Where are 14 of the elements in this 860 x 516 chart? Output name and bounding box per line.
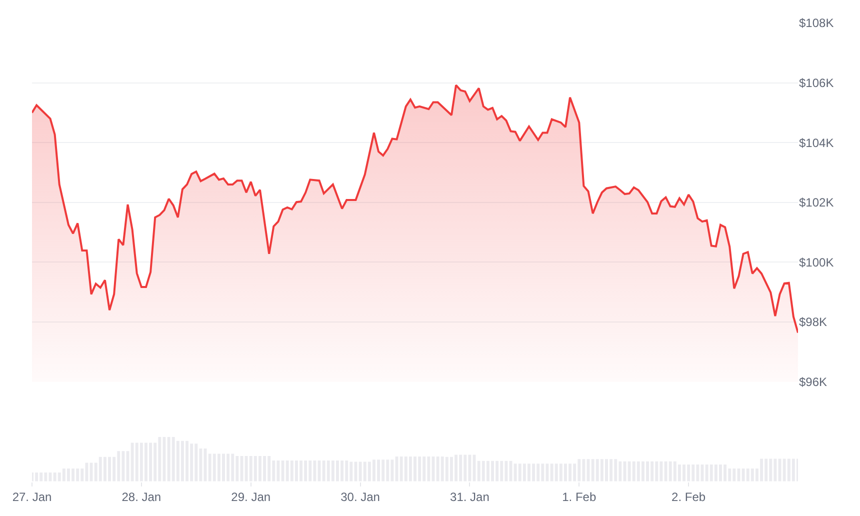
y-tick-label: $106K <box>799 76 834 90</box>
x-tick-label: 27. Jan <box>12 490 52 504</box>
x-tick-label: 29. Jan <box>231 490 271 504</box>
x-tick-label: 2. Feb <box>672 490 706 504</box>
x-tick-label: 30. Jan <box>340 490 380 504</box>
y-tick-label: $100K <box>799 255 834 270</box>
y-tick-label: $102K <box>799 196 834 210</box>
y-tick-label: $96K <box>799 375 828 390</box>
y-tick-label: $104K <box>799 136 834 150</box>
y-tick-label: $108K <box>799 16 834 30</box>
x-tick-label: 1. Feb <box>562 490 596 504</box>
x-tick-label: 28. Jan <box>122 490 162 504</box>
x-tick-label: 31. Jan <box>450 490 490 504</box>
y-tick-label: $98K <box>799 315 828 330</box>
